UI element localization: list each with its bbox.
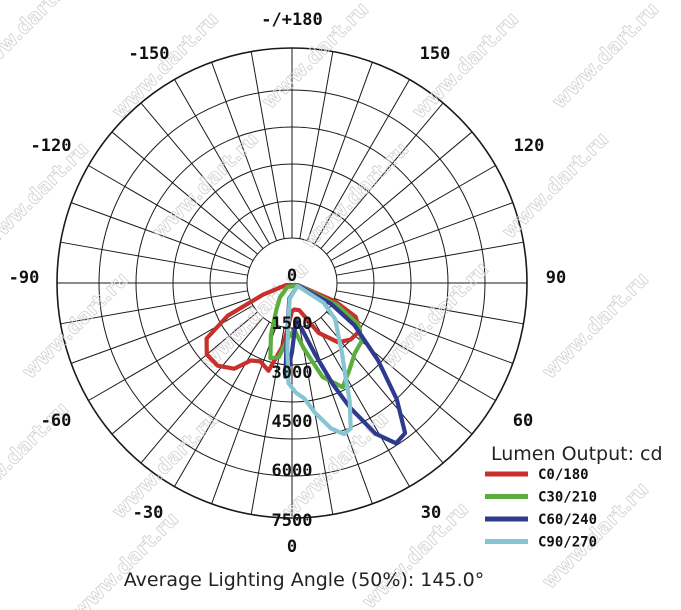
angle-label: -60: [41, 411, 72, 431]
angle-label: 90: [546, 268, 566, 288]
polar-grid: [56, 47, 528, 519]
grid-spoke: [306, 325, 373, 504]
radial-tick-label: 3000: [272, 363, 313, 383]
angle-label: 0: [287, 537, 297, 557]
legend-label: C60/240: [538, 512, 597, 528]
radial-tick-label: 4500: [272, 412, 313, 432]
grid-spoke: [326, 311, 473, 435]
grid-spoke: [299, 327, 334, 515]
grid-spoke: [336, 290, 524, 325]
radial-tick-label: 1500: [272, 314, 313, 334]
chart-caption: Average Lighting Angle (50%): 145.0°: [124, 569, 484, 591]
grid-spoke: [336, 241, 524, 276]
legend: Lumen Output: cd C0/180 C30/210 C60/240 C90…: [485, 443, 663, 551]
grid-spoke: [174, 79, 270, 245]
grid-spoke: [314, 79, 410, 245]
legend-label: C90/270: [538, 535, 597, 551]
grid-spoke: [334, 202, 513, 269]
angle-label: -30: [133, 503, 164, 523]
grid-spoke: [140, 102, 264, 249]
angle-label: 30: [421, 503, 441, 523]
angle-label: 120: [514, 136, 545, 156]
grid-spoke: [326, 131, 473, 255]
radial-tick-label: 0: [287, 266, 297, 286]
grid-spoke: [250, 51, 285, 239]
grid-spoke: [60, 290, 248, 325]
angle-label: 150: [420, 44, 451, 64]
watermark-text: www.dart.ru: [147, 127, 263, 243]
watermark-text: www.dart.ru: [0, 0, 83, 83]
axis-labels: -/+180 150 120 90 60 30 0 -30 -60 -90 -120 -150 0 150…: [9, 10, 567, 557]
series-curve-C90-270: [285, 283, 353, 437]
grid-spoke: [140, 317, 264, 464]
radial-tick-label: 6000: [272, 461, 313, 481]
grid-spoke: [174, 321, 270, 487]
series-curves: [204, 283, 408, 446]
grid-spoke: [211, 325, 278, 504]
grid-spoke: [111, 131, 258, 255]
grid-spoke: [88, 165, 254, 261]
angle-label: -90: [9, 268, 40, 288]
angle-label: -/+180: [261, 10, 322, 30]
grid-spoke: [60, 241, 248, 276]
grid-spoke: [334, 297, 513, 364]
watermark-text: www.dart.ru: [407, 7, 523, 123]
watermark-text: www.dart.ru: [67, 507, 183, 610]
legend-title: Lumen Output: cd: [491, 443, 663, 465]
grid-spoke: [88, 305, 254, 401]
grid-spoke: [71, 202, 250, 269]
angle-label: -150: [129, 44, 170, 64]
grid-spoke: [211, 62, 278, 241]
legend-label: C0/180: [538, 467, 589, 483]
grid-spoke: [299, 51, 334, 239]
grid-spoke: [314, 321, 410, 487]
grid-spoke: [330, 165, 496, 261]
watermark-text: www.dart.ru: [547, 0, 663, 113]
legend-label: C30/210: [538, 490, 597, 506]
grid-spoke: [306, 62, 373, 241]
angle-label: -120: [31, 136, 72, 156]
angle-label: 60: [513, 411, 533, 431]
grid-spoke: [71, 297, 250, 364]
watermark-text: www.dart.ru: [357, 497, 473, 610]
radial-tick-label: 7500: [272, 511, 313, 531]
grid-spoke: [320, 102, 444, 249]
grid-spoke: [111, 311, 258, 435]
